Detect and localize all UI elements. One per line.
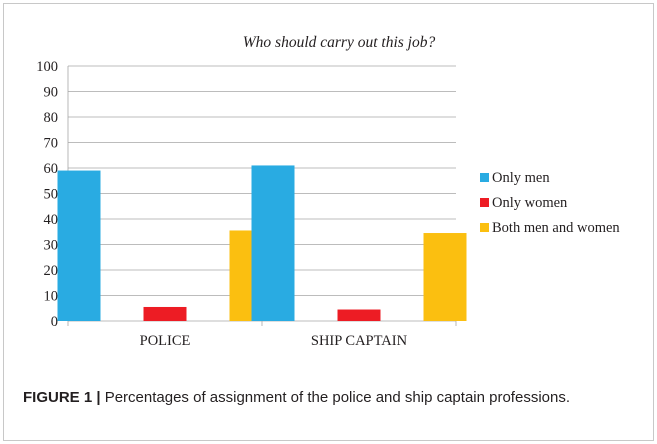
bar-only-men-police [57, 170, 101, 321]
figure-panel: Who should carry out this job? 0 10 20 30 40… [3, 3, 654, 441]
y-axis-ticks: 0 10 20 30 40 50 60 70 80 90 100 [36, 59, 58, 330]
legend-swatch [480, 198, 489, 207]
bar-only-women-police [143, 306, 187, 321]
chart-title: Who should carry out this job? [243, 34, 436, 51]
legend-swatch [480, 223, 489, 232]
bar-chart: Who should carry out this job? 0 10 20 30 40… [36, 34, 620, 349]
bars [57, 165, 467, 321]
x-tick-label: POLICE [140, 333, 191, 349]
legend-label: Only men [492, 170, 550, 186]
y-tick-label: 80 [44, 110, 59, 126]
y-tick-label: 50 [44, 187, 59, 203]
x-tick-label: SHIP CAPTAIN [311, 333, 408, 349]
caption-label: FIGURE 1 | [23, 389, 101, 406]
y-tick-label: 40 [44, 212, 59, 228]
legend-swatch [480, 173, 489, 182]
y-tick-label: 0 [51, 314, 58, 330]
y-tick-label: 30 [44, 238, 59, 254]
y-tick-label: 90 [44, 85, 59, 101]
x-axis-ticks: POLICE SHIP CAPTAIN [140, 333, 408, 349]
legend-label: Only women [492, 195, 568, 211]
bar-only-women-ship-captain [337, 309, 381, 321]
figure-caption: FIGURE 1 | Percentages of assignment of … [23, 386, 623, 409]
y-tick-label: 20 [44, 263, 59, 279]
y-tick-label: 10 [44, 289, 59, 305]
legend-label: Both men and women [492, 220, 620, 236]
bar-only-men-ship-captain [251, 165, 295, 321]
y-tick-label: 60 [44, 161, 59, 177]
bar-both-men-and-women-ship-captain [423, 233, 467, 321]
caption-text: Percentages of assignment of the police … [100, 389, 570, 406]
y-tick-label: 100 [36, 59, 58, 75]
legend: Only men Only women Both men and women [480, 170, 620, 236]
y-tick-label: 70 [44, 136, 59, 152]
